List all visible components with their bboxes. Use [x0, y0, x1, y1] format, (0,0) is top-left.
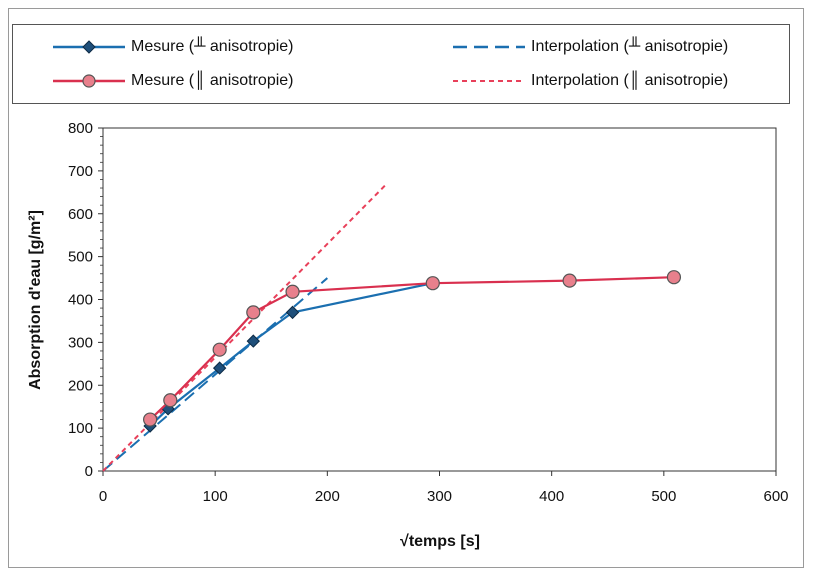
legend-item-interp-perp: Interpolation (╨ anisotropie) [453, 35, 728, 59]
legend-label-mesure-perp: Mesure (╨ anisotropie) [131, 38, 294, 55]
data-point-circle [425, 276, 440, 291]
data-point-circle [562, 273, 577, 288]
series-line-2 [102, 277, 328, 472]
data-point-circle [246, 305, 261, 320]
x-tick-label: 600 [763, 488, 788, 505]
legend-symbol-interp-perp [453, 45, 525, 49]
x-tick-label: 200 [315, 488, 340, 505]
y-axis: 0 100 200 300 400 500 600 700 800 [68, 120, 103, 480]
legend-symbol-interp-par [453, 80, 525, 82]
legend-item-interp-par: Interpolation (║ anisotropie) [453, 69, 728, 93]
plot-area [102, 127, 777, 472]
data-point-diamond [285, 305, 300, 320]
legend-label-mesure-par: Mesure (║ anisotropie) [131, 72, 294, 89]
x-tick-label: 500 [651, 488, 676, 505]
data-point-circle [163, 393, 178, 408]
legend-symbol-mesure-perp [53, 40, 125, 54]
data-point-circle [666, 270, 682, 285]
chart-legend: Mesure (╨ anisotropie) Interpolation (╨ … [12, 24, 790, 104]
y-tick-label: 0 [85, 463, 93, 480]
y-tick-label: 800 [68, 120, 93, 137]
y-tick-label: 600 [68, 206, 93, 223]
x-axis-label: √temps [s] [400, 533, 480, 550]
y-tick-label: 700 [68, 163, 93, 180]
legend-symbol-mesure-par [53, 74, 125, 88]
data-point-diamond [212, 361, 227, 375]
data-point-circle [285, 284, 300, 299]
data-point-circle [212, 342, 227, 357]
legend-label-interp-par: Interpolation (║ anisotropie) [531, 72, 729, 89]
y-tick-label: 400 [68, 292, 93, 309]
legend-label-interp-perp: Interpolation (╨ anisotropie) [531, 38, 729, 55]
series-layer [102, 183, 682, 472]
x-tick-label: 400 [539, 488, 564, 505]
legend-item-mesure-par: Mesure (║ anisotropie) [53, 69, 294, 93]
y-tick-label: 100 [68, 420, 93, 437]
legend-item-mesure-perp: Mesure (╨ anisotropie) [53, 35, 294, 59]
y-axis-label: Absorption d'eau [g/m²] [27, 210, 44, 390]
x-tick-label: 300 [427, 488, 452, 505]
x-tick-label: 100 [203, 488, 228, 505]
series-line-1 [149, 276, 674, 421]
data-point-circle [143, 412, 158, 427]
x-axis: 0 100 200 300 400 500 600 [99, 471, 789, 505]
x-tick-label: 0 [99, 488, 107, 505]
y-tick-label: 500 [68, 249, 93, 266]
data-point-diamond [246, 334, 261, 348]
y-tick-label: 200 [68, 377, 93, 394]
y-tick-label: 300 [68, 334, 93, 351]
